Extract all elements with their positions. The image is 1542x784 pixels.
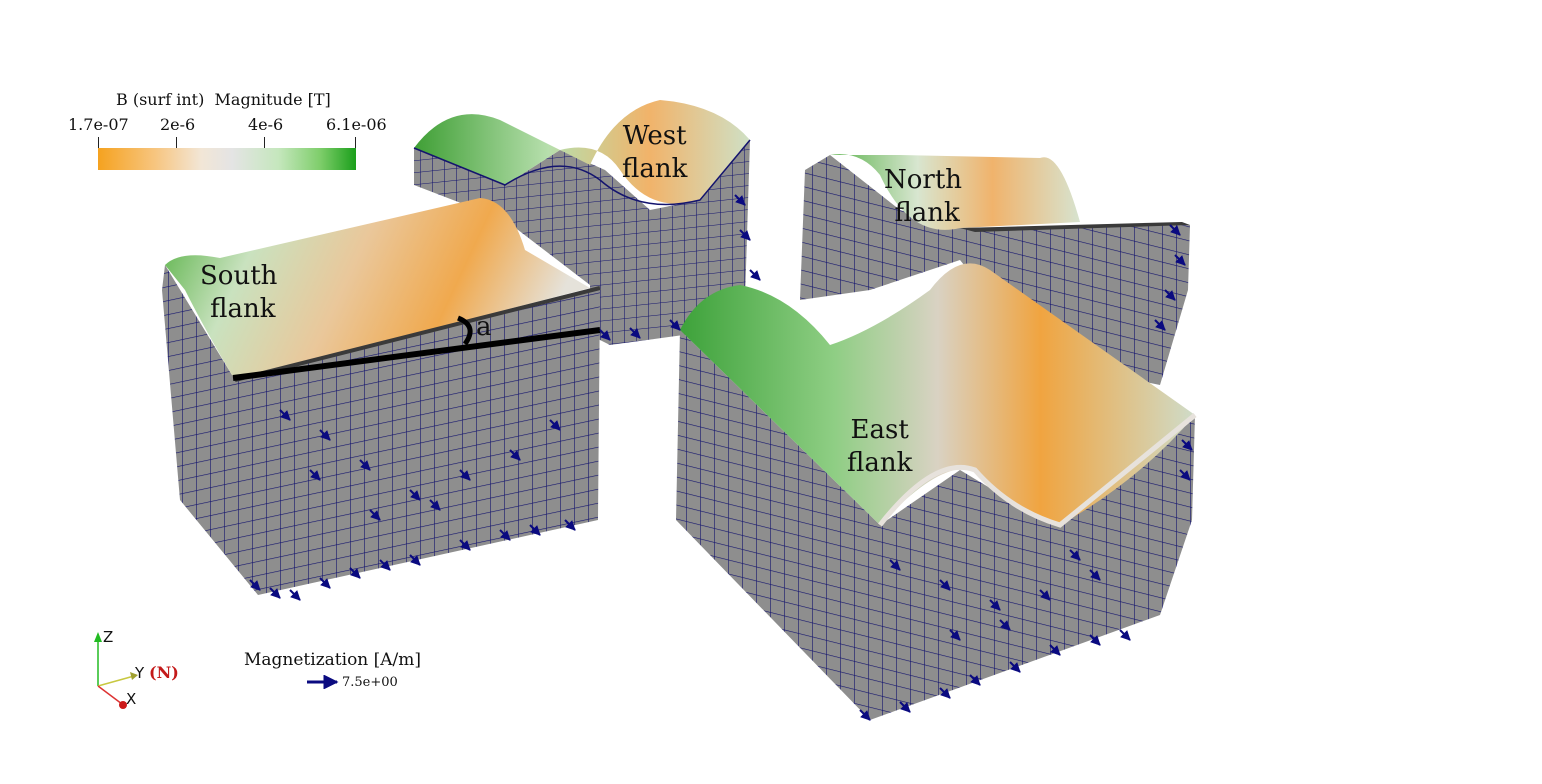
magnetization-arrow [319, 429, 331, 441]
magnetization-arrow [549, 419, 561, 431]
colorbar-tickmark [98, 137, 99, 153]
colorbar-tick-max: 6.1e-06 [326, 115, 387, 134]
north-flank-label: North flank [884, 165, 963, 228]
axis-z-label: Z [103, 628, 114, 646]
magnetization-arrow [379, 559, 391, 571]
colorbar-tick-min: 1.7e-07 [68, 115, 129, 134]
magnetization-arrow [1174, 254, 1186, 266]
magnetization-arrow [529, 524, 541, 536]
magnetization-arrow [459, 469, 471, 481]
axis-x-label: X [126, 690, 137, 708]
magnetization-arrow [969, 674, 981, 686]
magnetization-arrow [1089, 634, 1101, 646]
colorbar-tickmark [176, 137, 177, 153]
magnetization-arrow [1169, 224, 1181, 236]
magnetization-arrow [599, 329, 611, 341]
magnetization-arrow [564, 519, 576, 531]
magnetization-arrow [429, 499, 441, 511]
south-flank-block [162, 198, 601, 595]
magnetization-arrow-icon [307, 675, 339, 689]
magnetization-arrow [859, 709, 871, 721]
magnetization-arrow [1089, 569, 1101, 581]
colorbar-tickmark [355, 137, 356, 153]
magnetization-arrow [734, 194, 746, 206]
magnetization-arrow [289, 589, 301, 601]
magnetization-arrow [1049, 644, 1061, 656]
south-flank-label: South flank [200, 261, 278, 324]
magnetization-arrow [349, 567, 361, 579]
magnetization-arrow [1039, 589, 1051, 601]
orientation-axes-icon [94, 632, 138, 709]
colorbar-gradient [98, 148, 356, 170]
magnetization-arrow [1179, 469, 1191, 481]
magnetization-arrow [669, 319, 681, 331]
magnetization-arrow [1119, 629, 1131, 641]
magnetization-arrow [509, 449, 521, 461]
magnetization-glyphs [249, 194, 1193, 721]
magnetization-arrow [409, 489, 421, 501]
magnetization-arrow [749, 269, 761, 281]
magnetization-arrow [1154, 319, 1166, 331]
magnetization-arrow [989, 599, 1001, 611]
magnetization-legend-value: 7.5e+00 [342, 675, 398, 690]
magnetization-arrow [499, 529, 511, 541]
magnetization-arrow [629, 327, 641, 339]
colorbar-tickmark [264, 137, 265, 153]
east-flank-label: East flank [847, 415, 913, 478]
angle-label: a [476, 312, 492, 342]
north-flank-block [800, 154, 1190, 385]
north-indicator-label: (N) [149, 663, 179, 682]
magnetization-arrow [249, 579, 261, 591]
colorbar-title: B (surf int) Magnitude [T] [116, 90, 331, 109]
magnetization-arrow [369, 509, 381, 521]
magnetization-legend-title: Magnetization [A/m] [244, 650, 422, 670]
magnetization-arrow [1164, 289, 1176, 301]
magnetization-arrow [309, 469, 321, 481]
magnetization-arrow [1009, 661, 1021, 673]
magnetization-arrow [319, 577, 331, 589]
east-flank-block [676, 263, 1197, 720]
magnetization-arrow [889, 559, 901, 571]
magnetization-arrow [409, 554, 421, 566]
magnetization-arrow [899, 701, 911, 713]
axis-y-label: Y [135, 664, 145, 682]
magnetization-arrow [739, 229, 751, 241]
magnetization-arrow [999, 619, 1011, 631]
magnetization-arrow [949, 629, 961, 641]
magnetization-arrow [1069, 549, 1081, 561]
colorbar-tick-4e6: 4e-6 [248, 115, 284, 134]
magnetization-arrow [459, 539, 471, 551]
west-flank-label: West flank [622, 121, 688, 184]
magnetization-arrow [279, 409, 291, 421]
magnetization-arrow [1181, 439, 1193, 451]
magnetization-arrow [939, 579, 951, 591]
magnetization-arrow [269, 587, 281, 599]
magnetization-arrow [359, 459, 371, 471]
colorbar-tick-2e6: 2e-6 [160, 115, 196, 134]
west-flank-block [413, 100, 751, 345]
magnetization-arrow [939, 687, 951, 699]
